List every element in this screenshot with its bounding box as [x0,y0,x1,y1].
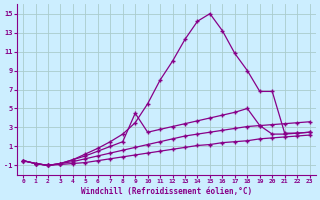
X-axis label: Windchill (Refroidissement éolien,°C): Windchill (Refroidissement éolien,°C) [81,187,252,196]
